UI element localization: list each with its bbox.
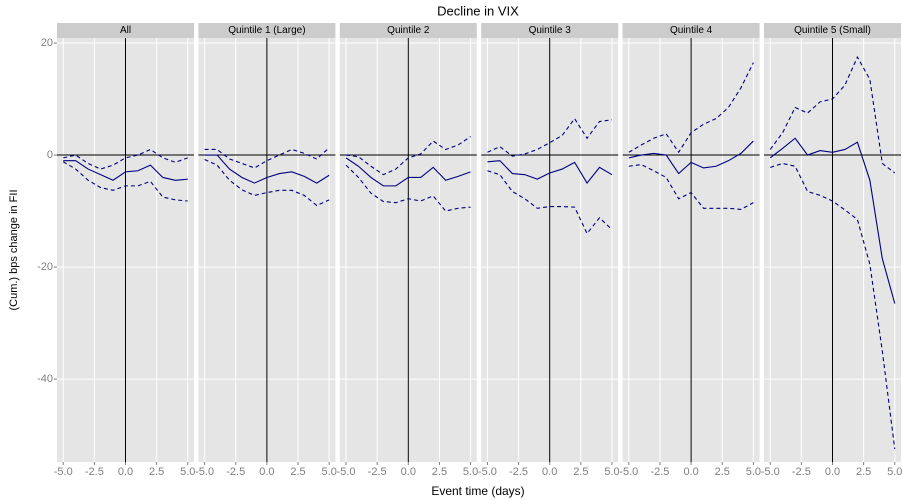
strip-background: [57, 23, 194, 38]
series-line: [769, 55, 896, 174]
y-tick-label: 0: [47, 149, 53, 161]
series-line: [62, 161, 188, 202]
strip-label: Quintile 4: [670, 25, 713, 36]
x-tick-label: 5.0: [746, 466, 761, 478]
series-line: [345, 164, 471, 212]
x-tick-label: 2.5: [432, 466, 447, 478]
y-tick-label: -40: [37, 373, 53, 385]
series-line: [204, 147, 330, 169]
x-tick-label: -2.5: [368, 466, 387, 478]
strip-label: Quintile 1 (Large): [228, 25, 305, 36]
x-tick-label: 2.5: [149, 466, 164, 478]
x-tick-label: -2.5: [650, 466, 669, 478]
x-tick-label: 2.5: [573, 466, 588, 478]
x-tick-label: 2.5: [856, 466, 871, 478]
series-line: [628, 62, 754, 154]
x-tick-label: 0.0: [118, 466, 133, 478]
strip-label: Quintile 5 (Small): [794, 25, 871, 36]
series-line: [345, 157, 471, 187]
x-tick-label: -5.0: [54, 466, 73, 478]
x-tick-label: 0.0: [401, 466, 416, 478]
series-line: [628, 164, 754, 210]
x-tick-label: 5.0: [604, 466, 619, 478]
x-tick-label: 5.0: [180, 466, 195, 478]
x-tick-label: 5.0: [463, 466, 478, 478]
x-tick-label: -2.5: [226, 466, 245, 478]
x-tick-label: 0.0: [259, 466, 274, 478]
strip-background: [764, 23, 901, 38]
x-axis-label: Event time (days): [431, 484, 524, 498]
x-tick-label: 5.0: [322, 466, 337, 478]
x-tick-label: -2.5: [509, 466, 528, 478]
chart-title: Decline in VIX: [437, 3, 519, 18]
series-line: [204, 159, 330, 207]
series-line: [628, 140, 754, 175]
x-tick-label: 0.0: [542, 466, 557, 478]
strip-label: Quintile 2: [387, 25, 430, 36]
x-tick-label: 2.5: [290, 466, 305, 478]
x-tick-label: 2.5: [715, 466, 730, 478]
x-tick-label: -5.0: [761, 466, 780, 478]
series-line: [487, 117, 613, 157]
series-line: [63, 160, 188, 181]
x-tick-label: -5.0: [195, 466, 214, 478]
series-line: [487, 160, 613, 185]
x-tick-label: 5.0: [887, 466, 902, 478]
strip-background: [198, 23, 336, 38]
series-line: [769, 137, 896, 304]
y-axis-label: (Cum.) bps change in FII: [8, 189, 20, 310]
y-tick-label: -20: [37, 261, 53, 273]
x-tick-label: -5.0: [619, 466, 638, 478]
strip-label: All: [120, 25, 131, 36]
x-tick-label: 0.0: [683, 466, 698, 478]
strip-background: [339, 23, 477, 38]
series-line: [770, 162, 896, 450]
strip-background: [622, 23, 760, 38]
x-tick-label: 0.0: [825, 466, 840, 478]
strip-label: Quintile 3: [529, 25, 572, 36]
strip-background: [481, 23, 619, 38]
x-tick-label: -2.5: [85, 466, 104, 478]
x-tick-label: -2.5: [792, 466, 811, 478]
y-tick-label: 20: [41, 37, 53, 49]
x-tick-label: -5.0: [478, 466, 497, 478]
series-line: [204, 154, 330, 184]
x-tick-label: -5.0: [337, 466, 356, 478]
series-line: [63, 148, 188, 170]
series-line: [345, 136, 471, 176]
